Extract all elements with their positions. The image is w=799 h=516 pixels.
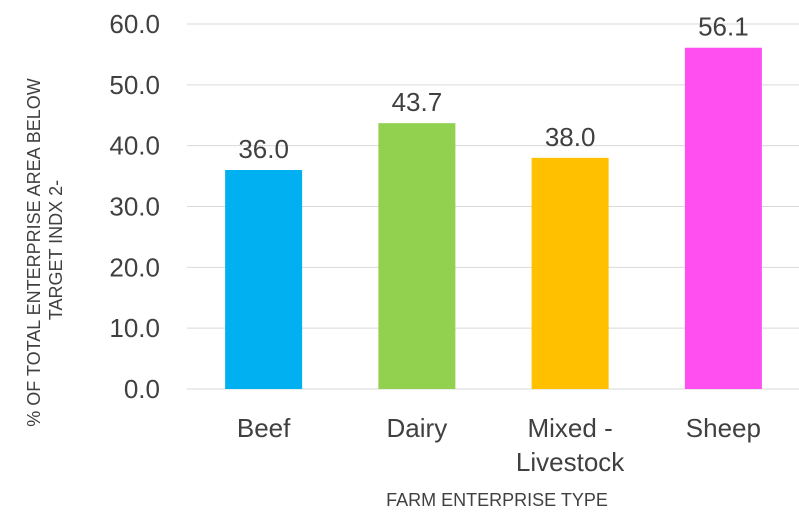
x-tick-label: Beef (237, 413, 291, 443)
x-tick-labels: Beef Dairy Mixed - Livestock Sheep (237, 413, 761, 477)
bar (378, 123, 456, 390)
y-tick-label: 20.0 (109, 252, 160, 282)
y-tick-label: 30.0 (109, 192, 160, 222)
y-axis-title: % OF TOTAL ENTERPRISE AREA BELOW TARGET … (24, 73, 66, 426)
y-tick-label: 10.0 (109, 313, 160, 343)
y-tick-label: 50.0 (109, 70, 160, 100)
data-label: 56.1 (698, 12, 749, 42)
bars (225, 47, 762, 390)
y-tick-label: 0.0 (124, 374, 160, 404)
x-tick-label: Sheep (686, 413, 761, 443)
y-tick-labels: 0.0 10.0 20.0 30.0 40.0 50.0 60.0 (109, 9, 160, 404)
x-tick-label-line: Livestock (516, 447, 625, 477)
data-labels: 36.0 43.7 38.0 56.1 (238, 12, 748, 164)
x-tick-label: Dairy (387, 413, 448, 443)
x-tick-label-line: Sheep (686, 413, 761, 443)
x-tick-label-line: Mixed - (528, 413, 613, 443)
y-tick-label: 40.0 (109, 131, 160, 161)
x-tick-label-line: Dairy (387, 413, 448, 443)
y-tick-label: 60.0 (109, 9, 160, 39)
data-label: 36.0 (238, 134, 289, 164)
y-axis-title-line-1: % OF TOTAL ENTERPRISE AREA BELOW (24, 78, 44, 426)
bar (531, 157, 609, 389)
x-tick-label: Mixed - Livestock (516, 413, 625, 477)
data-label: 43.7 (392, 87, 443, 117)
data-label: 38.0 (545, 122, 596, 152)
x-axis-title: FARM ENTERPRISE TYPE (386, 490, 608, 510)
bar (225, 170, 303, 389)
y-axis-title-line-2: TARGET INDX 2- (46, 180, 66, 320)
x-tick-label-line: Beef (237, 413, 291, 443)
bar (684, 47, 762, 389)
